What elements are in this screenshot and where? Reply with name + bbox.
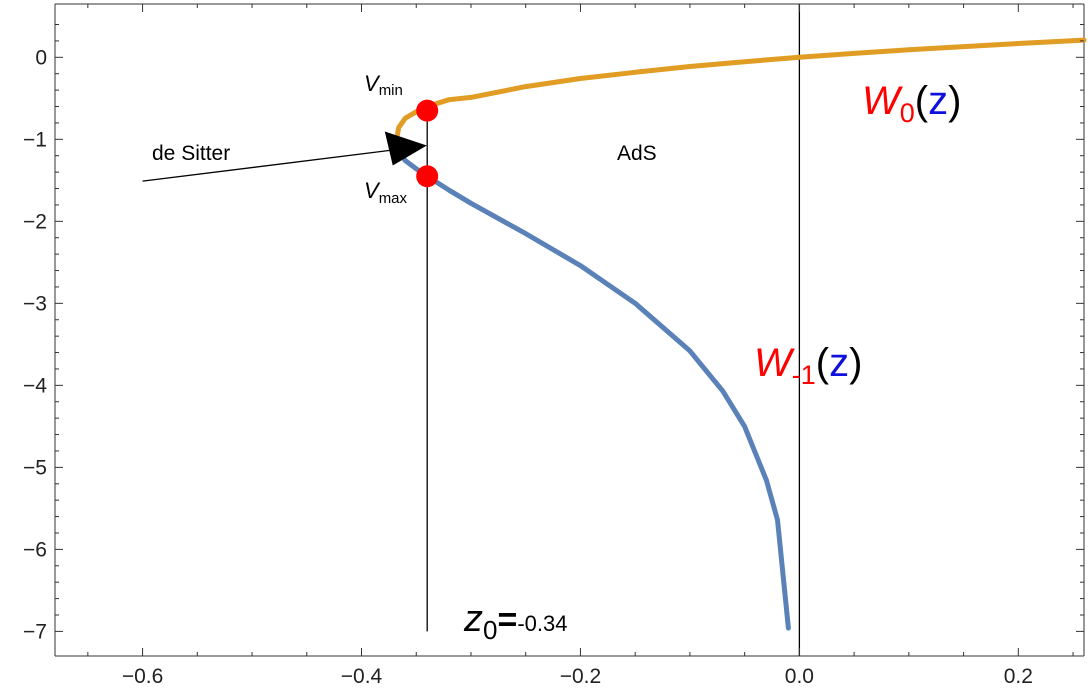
- curves: [394, 37, 1087, 631]
- x-tick-label: −0.6: [122, 665, 163, 688]
- x-tick-label: 0.0: [785, 665, 814, 688]
- ads-label: AdS: [617, 142, 657, 165]
- wm1-main: W: [754, 341, 795, 385]
- vmax-sub: max: [379, 190, 408, 207]
- vmax-label: Vmax: [364, 178, 408, 207]
- w0-main: W: [862, 79, 903, 123]
- y-tick-label: −5: [23, 456, 47, 479]
- x-tick-label: −0.2: [560, 665, 601, 688]
- plot-frame: [54, 3, 1085, 657]
- z0-main: z: [463, 598, 483, 640]
- data-points: [416, 99, 439, 188]
- vmin-label: Vmin: [364, 71, 403, 99]
- arrow-head: [384, 131, 427, 166]
- w0-label: W0(z): [862, 79, 961, 128]
- z0-value: -0.34: [517, 611, 567, 636]
- w0-open: (: [915, 79, 929, 123]
- w0-curve: [394, 37, 1087, 142]
- x-axis-ticks: −0.6 −0.4 −0.2 0.0 0.2: [87, 4, 1074, 688]
- wm1-close: ): [849, 341, 862, 385]
- y-tick-label: 0: [35, 46, 47, 69]
- z0-eq: =: [497, 601, 517, 639]
- y-tick-label: −7: [23, 620, 47, 643]
- vmin-main: V: [364, 71, 381, 96]
- vertical-lines: [426, 4, 801, 656]
- vmax-point: [416, 165, 439, 188]
- y-tick-label: −3: [23, 292, 47, 315]
- wm1-sub: -1: [792, 360, 816, 390]
- z0-sub: 0: [483, 615, 497, 645]
- vmin-sub: min: [379, 82, 403, 99]
- vmin-point: [416, 99, 439, 122]
- x-tick-label: −0.4: [341, 665, 383, 688]
- w0-sub: 0: [900, 98, 915, 128]
- de-sitter-label: de Sitter: [152, 142, 230, 165]
- w0-close: ): [948, 79, 961, 123]
- x-tick-label: 0.2: [1004, 665, 1033, 688]
- y-tick-label: −2: [23, 210, 47, 233]
- y-tick-label: −6: [23, 538, 47, 561]
- wm1-label: W-1(z): [754, 341, 862, 390]
- arrow-shaft: [142, 149, 393, 182]
- wm1-open: (: [816, 341, 830, 385]
- z0-label: z0=-0.34: [463, 598, 567, 645]
- vmax-main: V: [364, 178, 381, 203]
- wm1-z: z: [829, 341, 849, 385]
- y-axis-ticks: 0 −1 −2 −3 −4 −5 −6 −7: [23, 24, 1084, 643]
- wm1-curve: [394, 136, 791, 631]
- de-sitter-arrow: [142, 131, 427, 182]
- y-tick-label: −1: [23, 128, 47, 151]
- y-tick-label: −4: [23, 374, 47, 397]
- w0-z: z: [928, 79, 948, 123]
